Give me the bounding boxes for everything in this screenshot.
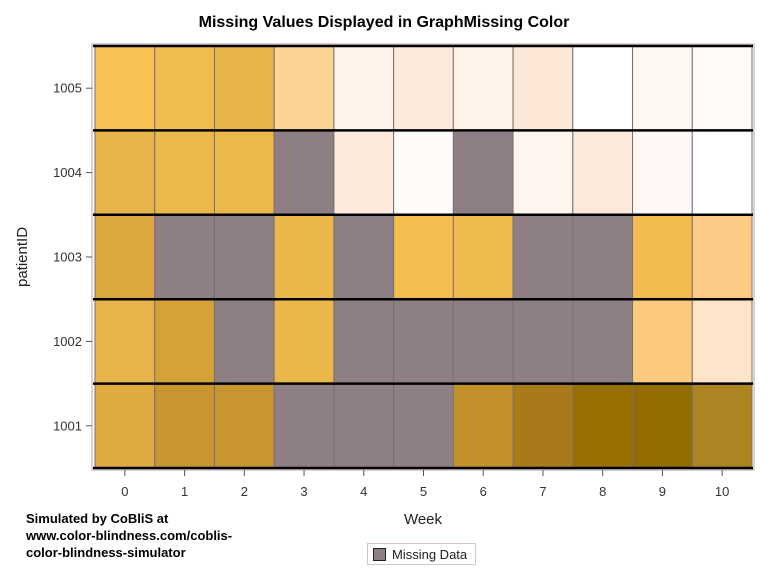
y-tick-label: 1004 — [53, 165, 82, 180]
heatmap-cell-1001-week-0 — [94, 383, 156, 469]
heatmap-cell-1005-week-9 — [632, 45, 693, 131]
x-tick-label: 5 — [420, 484, 427, 499]
y-tick-label: 1003 — [53, 250, 82, 265]
heatmap-cell-1005-week-6 — [452, 45, 514, 131]
heatmap-cell-1004-week-0 — [94, 129, 156, 216]
x-tick-label: 10 — [715, 484, 729, 499]
y-tick-label: 1002 — [53, 334, 82, 349]
heatmap-cell-1001-week-7 — [512, 383, 574, 469]
heatmap-cell-1001-week-3 — [273, 383, 335, 469]
heatmap-cell-1005-week-4 — [333, 45, 395, 131]
heatmap-cell-1003-week-4 — [333, 214, 395, 300]
heatmap-cell-1002-week-5 — [393, 298, 454, 385]
heatmap-cell-1001-week-4 — [333, 383, 395, 469]
heatmap-cell-1005-week-2 — [213, 45, 275, 131]
heatmap-cell-1001-week-6 — [452, 383, 514, 469]
heatmap-cell-1001-week-8 — [572, 383, 634, 469]
heatmap-cell-1005-week-5 — [393, 45, 454, 131]
heatmap-cell-1002-week-7 — [512, 298, 574, 385]
x-tick-label: 8 — [599, 484, 606, 499]
heatmap-cell-1004-week-1 — [154, 129, 215, 216]
heatmap-cell-1003-week-8 — [572, 214, 634, 300]
x-tick-label: 2 — [241, 484, 248, 499]
y-tick-label: 1001 — [53, 418, 82, 433]
heatmap-cell-1001-week-2 — [213, 383, 275, 469]
x-tick-label: 7 — [539, 484, 546, 499]
x-tick-label: 9 — [659, 484, 666, 499]
heatmap-cell-1004-week-5 — [393, 129, 454, 216]
attribution-line-3: color-blindness-simulator — [26, 545, 186, 560]
heatmap-cell-1004-week-4 — [333, 129, 395, 216]
heatmap-cell-1005-week-0 — [94, 45, 156, 131]
heatmap-cell-1002-week-6 — [452, 298, 514, 385]
heatmap-cell-1003-week-0 — [94, 214, 156, 300]
x-tick-label: 4 — [360, 484, 367, 499]
heatmap-cell-1001-week-9 — [632, 383, 693, 469]
heatmap-cell-1002-week-3 — [273, 298, 335, 385]
x-axis-title: Week — [404, 511, 443, 528]
heatmap-cell-1005-week-8 — [572, 45, 634, 131]
heatmap-cell-1005-week-1 — [154, 45, 215, 131]
heatmap-cell-1001-week-5 — [393, 383, 454, 469]
x-tick-label: 0 — [121, 484, 128, 499]
y-axis-title: patientID — [14, 227, 31, 287]
heatmap-cell-1002-week-4 — [333, 298, 395, 385]
heatmap-cell-1003-week-3 — [273, 214, 335, 300]
heatmap-cell-1004-week-7 — [512, 129, 574, 216]
heatmap-cell-1004-week-2 — [213, 129, 275, 216]
heatmap-cell-1003-week-9 — [632, 214, 693, 300]
legend-label-missing: Missing Data — [392, 546, 468, 562]
y-tick-label: 1005 — [53, 81, 82, 96]
heatmap-cell-1001-week-10 — [691, 383, 753, 469]
heatmap-cell-1005-week-10 — [691, 45, 753, 131]
legend-swatch-missing — [373, 547, 386, 561]
attribution-line-1: Simulated by CoBliS at — [26, 511, 169, 526]
x-tick-label: 3 — [300, 484, 307, 499]
attribution-note: Simulated by CoBliS at www.color-blindne… — [26, 510, 286, 561]
x-tick-label: 6 — [480, 484, 487, 499]
heatmap-cell-1002-week-10 — [691, 298, 753, 385]
heatmap-cell-1003-week-2 — [213, 214, 275, 300]
heatmap-cell-1004-week-10 — [691, 129, 753, 216]
heatmap-cell-1003-week-10 — [691, 214, 753, 300]
heatmap-cell-1001-week-1 — [154, 383, 215, 469]
chart-title: Missing Values Displayed in GraphMissing… — [198, 14, 570, 31]
heatmap-cell-1005-week-7 — [512, 45, 574, 131]
heatmap-cell-1004-week-9 — [632, 129, 693, 216]
heatmap-cell-1004-week-3 — [273, 129, 335, 216]
heatmap-cell-1003-week-1 — [154, 214, 215, 300]
legend: Missing Data — [367, 543, 477, 565]
heatmap-cell-1002-week-0 — [94, 298, 156, 385]
heatmap-cell-1002-week-8 — [572, 298, 634, 385]
attribution-line-2: www.color-blindness.com/coblis- — [26, 528, 233, 543]
heatmap-cell-1003-week-6 — [452, 214, 514, 300]
heatmap-cell-1002-week-9 — [632, 298, 693, 385]
heatmap-cell-1004-week-6 — [452, 129, 514, 216]
heatmap-cell-1002-week-2 — [213, 298, 275, 385]
heatmap-cell-1004-week-8 — [572, 129, 634, 216]
heatmap-chart: 1005 1004 1003 1002 1001 0 1 2 3 4 5 6 7 8 9 10 patien… — [14, 43, 755, 528]
heatmap-cell-1003-week-7 — [512, 214, 574, 300]
x-tick-label: 1 — [181, 484, 188, 499]
heatmap-cell-1005-week-3 — [273, 45, 335, 131]
heatmap-cell-1003-week-5 — [393, 214, 454, 300]
heatmap-cell-1002-week-1 — [154, 298, 215, 385]
